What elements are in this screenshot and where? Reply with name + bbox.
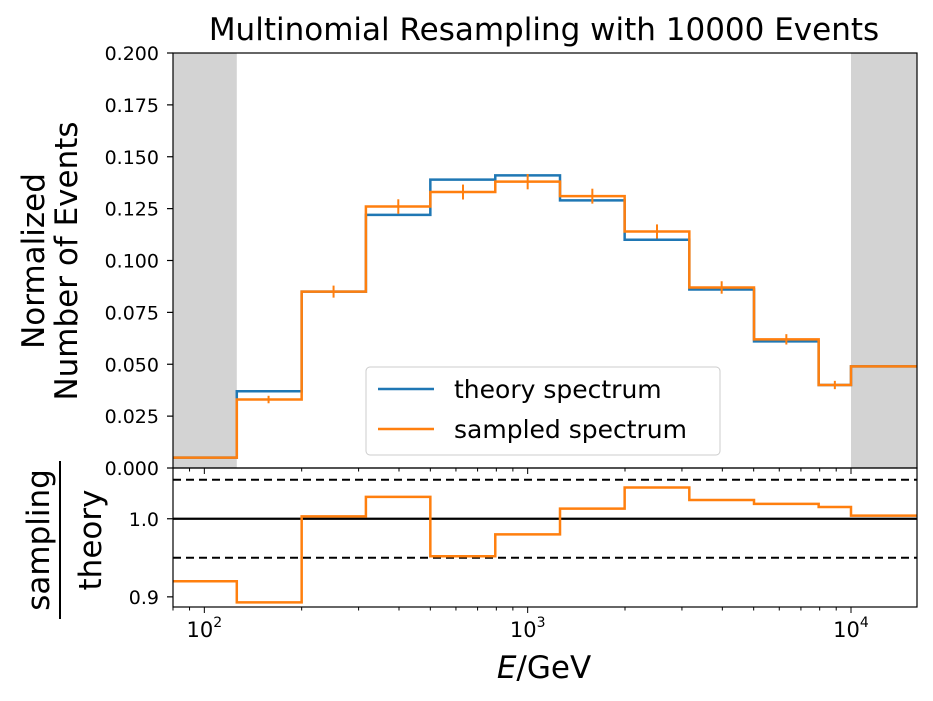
- x-tick-label-exponent: 2: [213, 615, 222, 631]
- bottom-ylabel-denominator: theory: [73, 490, 109, 591]
- bottom-frame: [172, 467, 918, 608]
- x-tick-label-exponent: 4: [860, 615, 869, 631]
- x-tick-label: 103: [510, 615, 546, 642]
- x-tick-label-exponent: 3: [537, 615, 546, 631]
- top-ytick-label: 0.075: [105, 302, 159, 324]
- x-tick-label-base: 10: [187, 618, 214, 642]
- bottom-ylabel-numerator: sampling: [21, 469, 57, 611]
- x-axis-label-unit: /GeV: [516, 650, 591, 686]
- top-ytick-label: 0.150: [105, 147, 159, 169]
- bottom-plot-area: [173, 478, 917, 604]
- top-ytick-label: 0.025: [105, 406, 159, 428]
- top-plot-area: [173, 173, 917, 459]
- x-axis-label-variable: E: [497, 650, 517, 686]
- legend-label-theory: theory spectrum: [454, 375, 662, 404]
- shaded-region-1: [851, 53, 917, 468]
- x-tick-label-base: 10: [833, 618, 860, 642]
- shaded-region-0: [173, 53, 237, 468]
- ratio-line: [173, 486, 917, 604]
- top-panel: 0.000 0.025 0.050 0.075 0.100 0.125 0.150 0.175…: [105, 43, 918, 480]
- legend: theory spectrum sampled spectrum: [365, 366, 721, 456]
- x-axis-label: E/GeV: [497, 650, 591, 686]
- top-ytick-label: 0.050: [105, 354, 159, 376]
- top-ytick-label: 0.175: [105, 95, 159, 117]
- top-ylabel-line2: Number of Events: [49, 121, 85, 400]
- bottom-ytick-label: 0.9: [129, 587, 159, 609]
- legend-label-sampled: sampled spectrum: [454, 415, 687, 444]
- chart-title: Multinomial Resampling with 10000 Events: [209, 12, 879, 48]
- top-ytick-label: 0.100: [105, 251, 159, 273]
- x-tick-label-base: 10: [510, 618, 537, 642]
- x-tick-label: 104: [833, 615, 869, 642]
- legend-box: [365, 366, 721, 456]
- x-tick-label: 102: [187, 615, 223, 642]
- top-ytick-label: 0.125: [105, 199, 159, 221]
- series-sampled-line: [173, 180, 917, 459]
- bottom-ytick-label: 1.0: [129, 509, 159, 531]
- top-ylabel-line1: Normalized: [16, 173, 52, 349]
- top-ytick-label: 0.000: [105, 458, 159, 480]
- top-ytick-label: 0.200: [105, 43, 159, 65]
